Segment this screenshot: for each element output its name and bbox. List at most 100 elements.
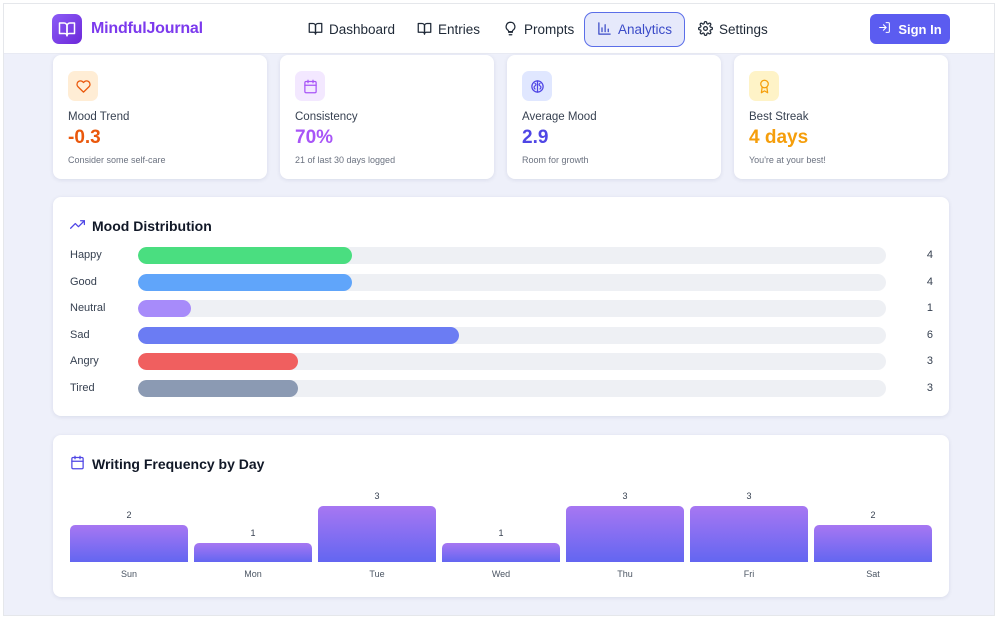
mood-distribution-header: Mood Distribution: [70, 217, 212, 235]
bar-value-label: 2: [126, 509, 132, 520]
writing-frequency-header: Writing Frequency by Day: [70, 455, 264, 473]
mood-count: 4: [926, 275, 933, 288]
nav-settings[interactable]: Settings: [686, 12, 780, 47]
nav-entries[interactable]: Entries: [405, 12, 492, 47]
mood-bar-fill: [138, 353, 299, 371]
frequency-bar: [566, 506, 684, 562]
mood-row-happy: Happy 4: [53, 247, 949, 265]
book-open-icon: [308, 21, 323, 39]
mood-bar-track: [138, 353, 886, 371]
mood-bar-fill: [138, 300, 192, 318]
mood-row-neutral: Neutral 1: [53, 300, 949, 318]
bar-value-label: 3: [622, 491, 628, 501]
mood-row-tired: Tired 3: [53, 380, 949, 398]
mood-count: 1: [926, 302, 933, 315]
stat-value: 70%: [295, 127, 334, 148]
calendar-icon: [295, 71, 325, 101]
frequency-column-sat: 2 Sat: [814, 435, 932, 595]
bar-value-label: 1: [250, 528, 256, 539]
calendar-icon: [70, 455, 85, 473]
mood-distribution-title: Mood Distribution: [92, 218, 212, 234]
nav-settings-label: Settings: [719, 22, 768, 37]
stat-label: Consistency: [295, 111, 358, 123]
bar-day-label: Fri: [743, 569, 755, 579]
mood-name: Sad: [70, 328, 90, 341]
frequency-bar: [814, 524, 932, 562]
stat-subtext: 21 of last 30 days logged: [295, 155, 396, 165]
stat-subtext: Room for growth: [522, 155, 589, 165]
frequency-column-wed: 1 Wed: [442, 435, 560, 595]
book-open-icon: [52, 14, 82, 44]
mood-bar-track: [138, 273, 886, 291]
bar-day-label: Sat: [866, 569, 880, 579]
mood-row-angry: Angry 3: [53, 353, 949, 371]
sign-in-button[interactable]: Sign In: [870, 14, 950, 44]
lightbulb-icon: [503, 21, 518, 39]
nav-entries-label: Entries: [438, 22, 481, 37]
mood-bar-track: [138, 300, 886, 318]
bar-day-label: Tue: [369, 569, 385, 579]
stat-label: Best Streak: [749, 111, 809, 123]
mood-bar-track: [138, 247, 886, 264]
award-icon: [749, 71, 779, 101]
top-navbar: MindfulJournal Dashboard Entries Prompts…: [4, 4, 994, 54]
bar-day-label: Mon: [244, 569, 262, 579]
frequency-bar: [194, 543, 312, 562]
stat-card-best-streak: Best Streak 4 days You're at your best!: [734, 55, 948, 179]
stat-card-average-mood: Average Mood 2.9 Room for growth: [507, 55, 721, 179]
stat-value: -0.3: [68, 127, 101, 148]
frequency-column-sun: 2 Sun: [70, 435, 188, 595]
nav-dashboard[interactable]: Dashboard: [296, 12, 407, 47]
mood-name: Tired: [70, 382, 95, 394]
stat-card-mood-trend: Mood Trend -0.3 Consider some self-care: [53, 55, 267, 179]
stat-subtext: You're at your best!: [749, 155, 826, 165]
stat-value: 4 days: [749, 127, 809, 148]
stat-label: Mood Trend: [68, 111, 130, 123]
mood-row-good: Good 4: [53, 273, 949, 292]
app-window: MindfulJournal Dashboard Entries Prompts…: [3, 3, 995, 616]
nav-dashboard-label: Dashboard: [329, 22, 396, 37]
frequency-bar: [318, 506, 436, 562]
bar-value-label: 2: [870, 509, 876, 520]
nav-analytics-label: Analytics: [618, 22, 673, 37]
writing-frequency-title: Writing Frequency by Day: [92, 456, 265, 472]
brain-icon: [522, 71, 552, 101]
bar-chart-icon: [597, 21, 612, 39]
bar-value-label: 3: [374, 491, 380, 501]
bar-day-label: Thu: [617, 569, 633, 579]
mood-bar-fill: [138, 273, 352, 291]
mood-name: Good: [70, 275, 97, 288]
app-name: MindfulJournal: [91, 20, 203, 37]
mood-name: Happy: [70, 249, 102, 261]
mood-bar-fill: [138, 247, 352, 264]
stat-card-consistency: Consistency 70% 21 of last 30 days logge…: [280, 55, 494, 179]
bar-value-label: 3: [746, 491, 752, 501]
mood-count: 4: [926, 249, 933, 261]
mood-bar-track: [138, 380, 886, 397]
book-open-icon: [417, 21, 432, 39]
stat-label: Average Mood: [522, 111, 597, 123]
bar-day-label: Sun: [120, 569, 137, 579]
mood-bar-track: [138, 326, 886, 344]
gear-icon: [698, 20, 713, 39]
mood-bar-fill: [138, 380, 299, 397]
frequency-column-fri: 3 Fri: [690, 435, 808, 595]
log-in-icon: [878, 21, 891, 37]
nav-analytics[interactable]: Analytics: [584, 12, 686, 47]
stat-value: 2.9: [522, 127, 549, 148]
frequency-bar: [70, 524, 188, 562]
brand[interactable]: MindfulJournal: [52, 14, 203, 44]
frequency-column-thu: 3 Thu: [566, 435, 684, 595]
mood-count: 6: [926, 328, 933, 341]
sign-in-label: Sign In: [898, 21, 942, 37]
nav-prompts[interactable]: Prompts: [491, 12, 586, 47]
heart-icon: [68, 71, 98, 101]
main-nav: Dashboard Entries Prompts Analytics Sett…: [4, 12, 994, 47]
bar-value-label: 1: [498, 528, 504, 539]
mood-count: 3: [926, 355, 933, 368]
mood-name: Neutral: [70, 302, 106, 315]
writing-frequency-card: Writing Frequency by Day 2 Sun 1 Mon 3 Tue 1 We…: [53, 435, 949, 597]
frequency-bar: [690, 506, 808, 562]
bar-day-label: Wed: [491, 569, 511, 579]
frequency-bar: [442, 543, 560, 562]
